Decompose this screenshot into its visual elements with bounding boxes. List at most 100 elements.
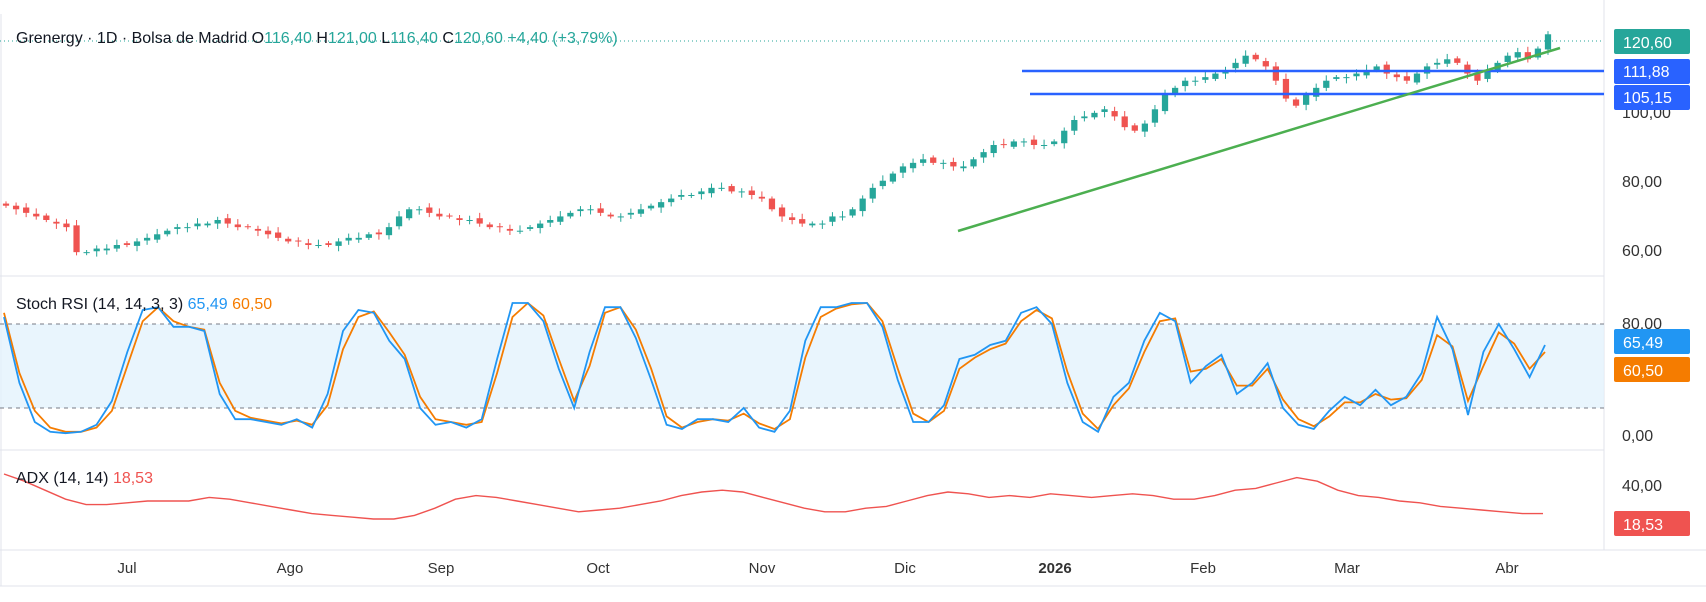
- candle-74: [748, 186, 755, 200]
- candle-72: [728, 183, 735, 194]
- candle-90: [909, 158, 917, 173]
- candle-73: [738, 188, 745, 198]
- candle-91: [920, 153, 927, 167]
- candle-127: [1282, 73, 1290, 102]
- close-label: C: [442, 30, 454, 47]
- candle-0: [2, 201, 10, 208]
- candle-82: [829, 212, 836, 227]
- candle-100: [1010, 139, 1017, 149]
- candle-150: [1514, 47, 1521, 62]
- level-2-badge: 105,15: [1614, 85, 1690, 110]
- stoch-k-badge: 65,49: [1614, 329, 1690, 354]
- candle-81: [819, 220, 826, 229]
- candle-71: [718, 182, 725, 192]
- candle-49: [496, 223, 503, 233]
- stoch-k-line: [3, 302, 1546, 435]
- exchange: Bolsa de Madrid: [132, 30, 248, 47]
- stoch-d-badge: 60,50: [1614, 357, 1690, 382]
- candle-26: [264, 226, 272, 239]
- candle-110: [1111, 106, 1118, 121]
- candle-41: [416, 206, 423, 215]
- candle-113: [1141, 120, 1148, 137]
- candle-95: [960, 161, 967, 172]
- candle-61: [617, 213, 624, 222]
- candle-64: [647, 203, 655, 211]
- price-candles: [2, 31, 1552, 257]
- candle-8: [83, 250, 90, 256]
- candle-50: [506, 224, 514, 235]
- adx-label: ADX (14, 14): [16, 470, 108, 487]
- candle-121: [1222, 66, 1229, 79]
- candle-47: [476, 212, 483, 227]
- candle-5: [53, 218, 60, 229]
- candle-126: [1272, 62, 1280, 85]
- candle-43: [436, 208, 443, 220]
- candle-87: [879, 175, 886, 190]
- candle-11: [113, 239, 120, 252]
- candle-99: [1000, 138, 1007, 149]
- candle-77: [778, 204, 786, 222]
- adx-axis[interactable]: 40,00: [1622, 478, 1662, 495]
- candle-86: [869, 183, 876, 203]
- candle-97: [980, 148, 987, 163]
- price-axis[interactable]: 100,00 80,00 60,00: [1622, 105, 1671, 260]
- candle-37: [375, 229, 383, 240]
- candle-52: [526, 225, 534, 232]
- candle-68: [688, 192, 695, 199]
- candle-24: [244, 224, 252, 230]
- candle-16: [164, 228, 171, 237]
- time-label-sep: Sep: [428, 560, 455, 577]
- candle-60: [607, 212, 614, 219]
- candle-38: [385, 222, 393, 240]
- candle-105: [1061, 127, 1068, 149]
- level-1-badge: 111,88: [1614, 59, 1690, 84]
- time-label-nov: Nov: [749, 560, 776, 577]
- adx-tick-40: 40,00: [1622, 478, 1662, 495]
- candle-18: [184, 222, 191, 233]
- candle-125: [1262, 57, 1269, 72]
- time-label-feb: Feb: [1190, 560, 1216, 577]
- candle-140: [1413, 71, 1421, 85]
- candle-124: [1252, 52, 1259, 62]
- candle-42: [426, 203, 433, 218]
- svg-text:65,49: 65,49: [1623, 335, 1663, 352]
- candle-108: [1091, 110, 1098, 120]
- stoch-tick-0: 0,00: [1622, 428, 1653, 445]
- candle-44: [446, 213, 453, 219]
- time-axis[interactable]: Jul Ago Sep Oct Nov Dic 2026 Feb Mar Abr: [117, 560, 1518, 577]
- candle-83: [839, 211, 846, 221]
- candle-144: [1454, 56, 1461, 65]
- time-label-2026: 2026: [1038, 560, 1071, 577]
- candle-98: [990, 140, 997, 158]
- candle-65: [657, 198, 665, 213]
- candle-147: [1484, 64, 1491, 83]
- candle-103: [1040, 139, 1048, 150]
- candle-59: [597, 203, 604, 217]
- price-tick-80: 80,00: [1622, 174, 1662, 191]
- candle-51: [516, 225, 524, 234]
- candle-63: [637, 203, 645, 217]
- pane-frames: [0, 0, 1706, 587]
- candle-96: [970, 157, 977, 169]
- candle-22: [224, 213, 231, 228]
- candle-55: [557, 211, 564, 225]
- candle-21: [214, 216, 221, 229]
- candle-109: [1101, 106, 1108, 118]
- candle-17: [174, 223, 181, 235]
- candle-102: [1030, 135, 1038, 150]
- low-label: L: [381, 30, 390, 47]
- stoch-axis[interactable]: 80,00 0,00: [1622, 316, 1662, 445]
- stoch-band: [0, 324, 1604, 408]
- svg-text:18,53: 18,53: [1623, 517, 1663, 534]
- candle-29: [295, 237, 302, 247]
- high-label: H: [316, 30, 328, 47]
- svg-text:60,50: 60,50: [1623, 363, 1663, 380]
- adx-value: 18,53: [113, 470, 153, 487]
- candle-75: [758, 191, 766, 202]
- candle-27: [274, 227, 282, 242]
- candle-32: [325, 241, 332, 248]
- price-tick-60: 60,00: [1622, 243, 1662, 260]
- candle-45: [456, 215, 463, 226]
- candle-14: [143, 233, 151, 245]
- trend-line[interactable]: [957, 46, 1561, 233]
